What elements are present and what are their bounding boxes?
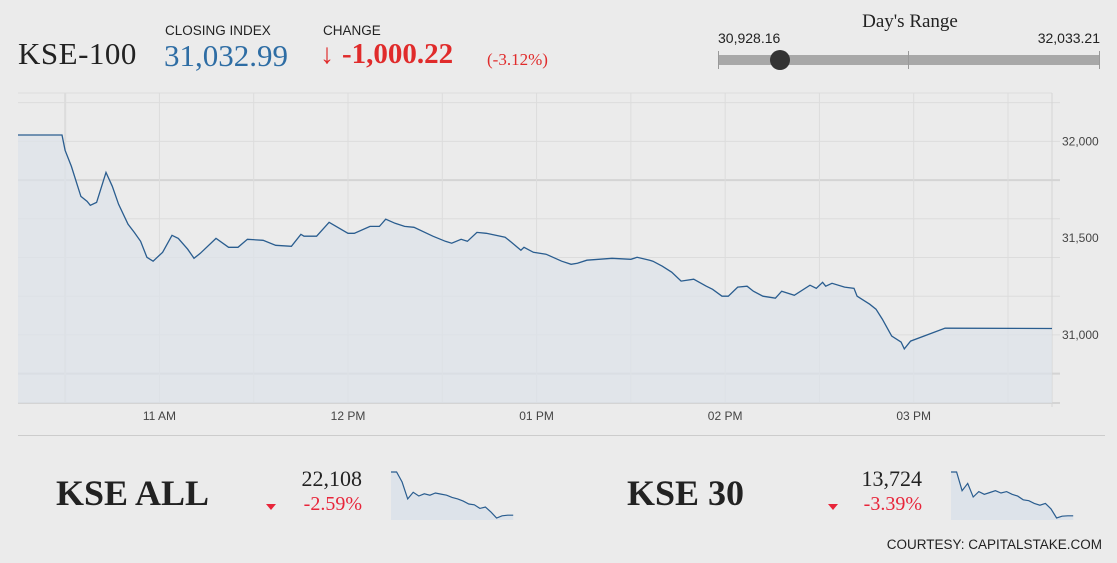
- sparkline-line: [391, 471, 514, 519]
- days-range-title: Day's Range: [862, 11, 958, 32]
- triangle-down-icon: [828, 504, 838, 510]
- series-area: [18, 135, 1052, 403]
- days-range-marker: [770, 50, 791, 70]
- sparkline-area: [951, 472, 1074, 520]
- change-label: CHANGE: [323, 23, 381, 38]
- change-percent: (-3.12%): [487, 50, 548, 69]
- kse-all-value: 22,108: [301, 466, 363, 491]
- x-tick-label: 02 PM: [708, 409, 743, 423]
- triangle-down-icon: [266, 504, 276, 510]
- kse-30-change: -3.39%: [863, 493, 922, 515]
- sparkline-area: [391, 472, 514, 520]
- days-range-bar: [718, 55, 1100, 65]
- x-tick-label: 01 PM: [519, 409, 554, 423]
- change-value: -1,000.22: [342, 38, 454, 70]
- index-title: KSE-100: [18, 36, 137, 71]
- range-tick-start: [718, 51, 719, 69]
- arrow-down-icon: ↓: [320, 38, 334, 69]
- closing-index-label: CLOSING INDEX: [165, 23, 271, 38]
- y-tick-label: 31,500: [1062, 231, 1099, 245]
- x-tick-label: 03 PM: [896, 409, 931, 423]
- series-line: [18, 134, 1053, 351]
- y-tick-label: 31,000: [1062, 328, 1099, 342]
- intraday-chart: 11 AM 12 PM 01 PM 02 PM 03 PM 32,000 31,500 31,…: [18, 92, 1099, 423]
- kse-all-sparkline: [391, 471, 514, 520]
- sparkline-line: [951, 471, 1074, 519]
- range-tick-mid: [908, 51, 909, 69]
- divider: [18, 435, 1105, 436]
- closing-index-value: 31,032.99: [164, 38, 288, 73]
- kse-30-sparkline: [951, 471, 1074, 520]
- x-tick-label: 12 PM: [331, 409, 366, 423]
- kse-all-name: KSE ALL: [56, 473, 210, 513]
- x-tick-label: 11 AM: [143, 409, 176, 423]
- y-tick-label: 32,000: [1062, 134, 1099, 148]
- range-tick-end: [1099, 51, 1100, 69]
- days-range-high: 32,033.21: [1037, 30, 1100, 46]
- kse-all-change: -2.59%: [303, 493, 362, 515]
- days-range-low: 30,928.16: [718, 30, 781, 46]
- kse-30-value: 13,724: [861, 466, 923, 491]
- courtesy-text: COURTESY: CAPITALSTAKE.COM: [886, 537, 1102, 552]
- kse-30-name: KSE 30: [627, 473, 745, 513]
